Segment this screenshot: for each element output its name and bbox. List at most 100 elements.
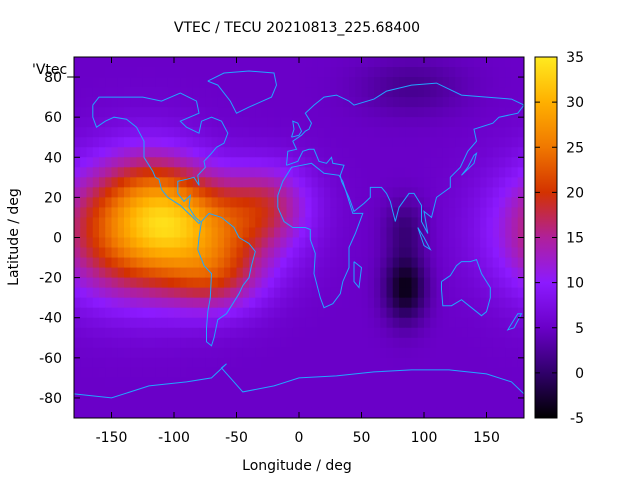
heat-cell: [417, 127, 425, 138]
heat-cell: [230, 267, 238, 279]
heat-cell: [367, 197, 375, 209]
heat-cell: [274, 137, 281, 148]
heat-cell: [305, 207, 313, 219]
heat-cell: [349, 317, 356, 329]
heat-cell: [74, 287, 81, 299]
heat-cell: [467, 87, 475, 98]
heat-cell: [480, 157, 488, 168]
heat-cell: [261, 297, 269, 309]
heat-cell: [417, 277, 425, 289]
heat-cell: [405, 247, 413, 259]
heat-cell: [355, 377, 363, 389]
heat-cell: [480, 337, 488, 349]
heat-cell: [186, 227, 194, 239]
heat-cell: [317, 87, 325, 98]
heat-cell: [430, 237, 438, 249]
heat-cell: [330, 287, 338, 299]
heat-cell: [411, 217, 419, 229]
heat-cell: [80, 67, 88, 78]
heat-cell: [436, 57, 444, 68]
heat-cell: [224, 227, 231, 239]
heat-cell: [499, 357, 506, 369]
heat-cell: [367, 117, 375, 128]
heat-cell: [155, 267, 163, 279]
heat-cell: [199, 127, 206, 138]
heat-cell: [342, 177, 350, 188]
heat-cell: [480, 267, 488, 279]
heat-cell: [74, 407, 81, 418]
heat-cell: [255, 207, 263, 219]
heat-cell: [480, 237, 488, 249]
heat-cell: [361, 57, 369, 68]
heat-cell: [486, 327, 494, 339]
heat-cell: [167, 87, 175, 98]
heat-cell: [455, 357, 463, 369]
heat-cell: [205, 57, 213, 68]
heat-cell: [242, 347, 250, 359]
heat-cell: [224, 167, 231, 178]
heat-cell: [180, 277, 188, 289]
heat-cell: [405, 347, 413, 359]
heat-cell: [105, 57, 113, 68]
heat-cell: [399, 137, 406, 148]
heat-cell: [424, 297, 431, 309]
heat-cell: [149, 227, 156, 239]
heat-cell: [236, 177, 244, 188]
heat-cell: [449, 177, 456, 188]
heat-cell: [136, 287, 144, 299]
heat-cell: [467, 367, 475, 379]
heat-cell: [455, 287, 463, 299]
heat-cell: [349, 267, 356, 279]
heat-cell: [517, 97, 524, 108]
heat-cell: [124, 227, 131, 239]
heat-cell: [174, 347, 181, 359]
heat-cell: [317, 157, 325, 168]
heat-cell: [192, 207, 200, 219]
heat-cell: [274, 307, 281, 319]
heat-cell: [392, 387, 400, 399]
heat-cell: [136, 57, 144, 68]
heat-cell: [286, 237, 294, 249]
heat-cell: [180, 137, 188, 148]
heat-cell: [355, 67, 363, 78]
heat-cell: [330, 317, 338, 329]
heat-cell: [511, 117, 519, 128]
heat-cell: [261, 217, 269, 229]
heat-cell: [324, 337, 331, 349]
heat-cell: [311, 307, 319, 319]
heat-cell: [249, 377, 256, 389]
heat-cell: [305, 197, 313, 209]
heat-cell: [249, 327, 256, 339]
heat-cell: [474, 127, 481, 138]
heat-cell: [461, 107, 469, 118]
heat-cell: [386, 237, 394, 249]
heat-cell: [349, 137, 356, 148]
heat-cell: [411, 287, 419, 299]
heat-cell: [267, 57, 275, 68]
heat-cell: [474, 217, 481, 229]
heat-cell: [449, 397, 456, 409]
heat-cell: [311, 397, 319, 409]
heat-cell: [355, 217, 363, 229]
heat-cell: [517, 227, 524, 239]
heat-cell: [74, 197, 81, 209]
heat-cell: [149, 57, 156, 68]
heat-cell: [349, 117, 356, 128]
heat-cell: [436, 147, 444, 158]
coastlines: [74, 70, 524, 399]
heat-cell: [455, 397, 463, 409]
heat-cell: [455, 107, 463, 118]
heat-cell: [424, 317, 431, 329]
heat-cell: [461, 287, 469, 299]
heat-cell: [199, 157, 206, 168]
heat-cell: [117, 67, 125, 78]
heat-cell: [205, 257, 213, 269]
heat-cell: [317, 297, 325, 309]
heat-cell: [455, 407, 463, 418]
heat-cell: [192, 337, 200, 349]
heat-cell: [230, 87, 238, 98]
heat-cell: [92, 157, 100, 168]
heat-cell: [461, 337, 469, 349]
heat-cell: [249, 177, 256, 188]
heat-cell: [374, 57, 381, 68]
